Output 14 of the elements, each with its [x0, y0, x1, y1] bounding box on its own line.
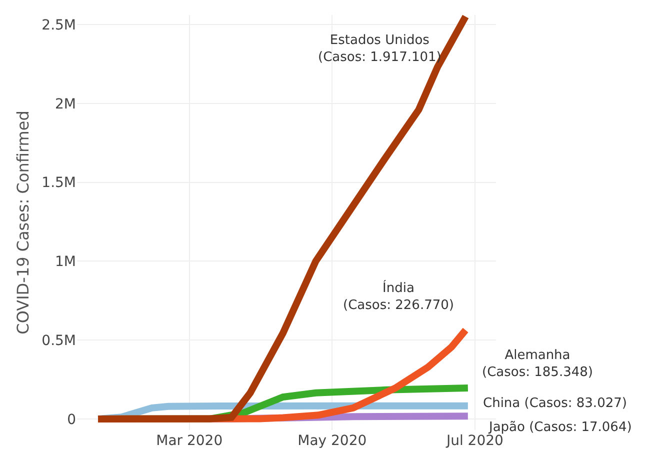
x-tick-label: May 2020 [298, 433, 367, 449]
annotation: China (Casos: 83.027) [483, 396, 627, 411]
y-tick-label: 1.5M [42, 175, 76, 192]
y-tick-label: 2.5M [42, 17, 76, 34]
y-axis-title: COVID-19 Cases: Confirmed [14, 110, 33, 334]
y-tick-label: 0.5M [42, 332, 76, 349]
y-tick-label: 0 [67, 412, 76, 428]
y-tick-label: 2M [55, 96, 76, 112]
x-tick-label: Jul 2020 [445, 433, 504, 449]
annotation: Índia (Casos: 226.770) [343, 279, 454, 313]
y-tick-label: 1M [55, 254, 76, 270]
x-tick-label: Mar 2020 [156, 433, 223, 449]
annotation: Japão (Casos: 17.064) [488, 420, 632, 435]
annotation: Alemanha (Casos: 185.348) [482, 348, 593, 380]
